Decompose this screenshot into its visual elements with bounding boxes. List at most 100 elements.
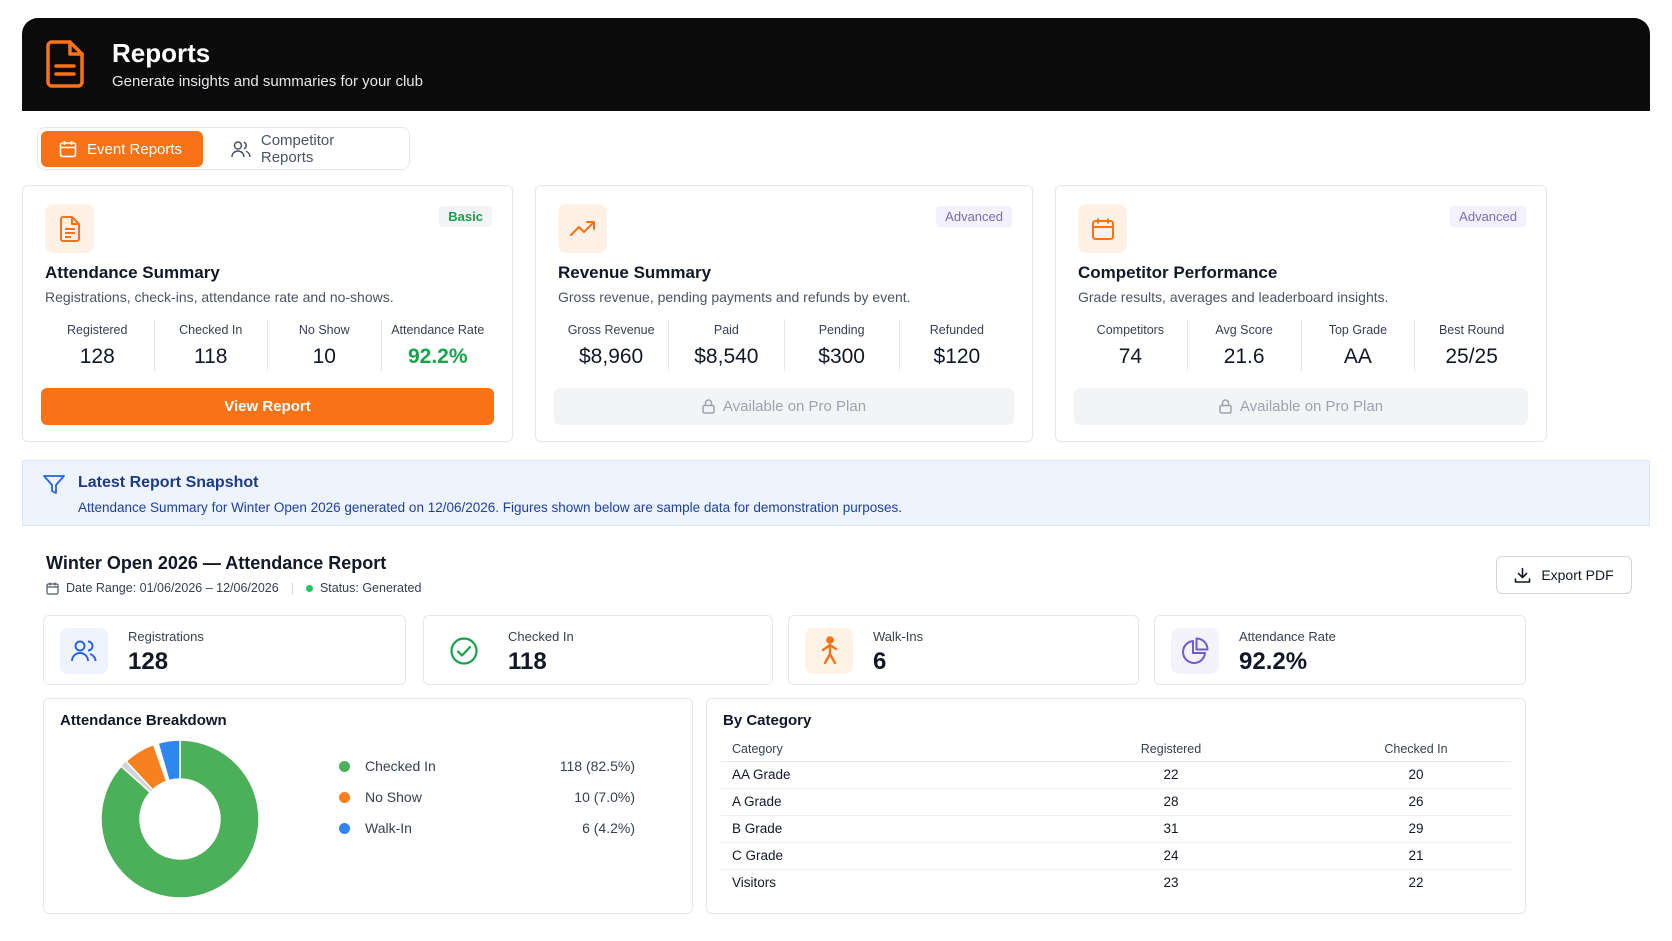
donut-slice-checked-in bbox=[100, 739, 260, 899]
users-icon bbox=[231, 141, 251, 158]
competitor-performance-card: Advanced Competitor Performance Grade re… bbox=[1055, 185, 1547, 442]
kpi-value: 6 bbox=[873, 648, 887, 675]
walking-person-icon bbox=[821, 636, 838, 665]
stat-value: AA bbox=[1343, 345, 1372, 368]
donut-slice-no-show bbox=[125, 743, 168, 791]
stat-label: Paid bbox=[713, 323, 739, 337]
stat-pending: Pending $300 bbox=[785, 319, 900, 371]
card-description: Registrations, check-ins, attendance rat… bbox=[45, 289, 394, 305]
stat-value: $8,960 bbox=[579, 345, 644, 368]
table-cell: AA Grade bbox=[721, 761, 1021, 789]
legend-dot bbox=[339, 822, 350, 834]
column-header: Registered bbox=[1021, 737, 1321, 762]
table-row: AA Grade 22 20 bbox=[721, 761, 1511, 789]
stat-label: No Show bbox=[298, 323, 350, 337]
attendance-breakdown-panel: Attendance Breakdown Checked In 118 (82.… bbox=[43, 698, 693, 914]
document-icon bbox=[46, 40, 84, 88]
revenue-summary-card: Advanced Revenue Summary Gross revenue, … bbox=[535, 185, 1033, 442]
kpi-label: Checked In bbox=[508, 629, 574, 644]
legend-dot bbox=[339, 760, 350, 772]
attendance-donut-chart bbox=[100, 739, 260, 899]
stat-registered: Registered 128 bbox=[41, 319, 155, 371]
page-subtitle: Generate insights and summaries for your… bbox=[112, 73, 423, 90]
donut-gap-slice bbox=[121, 761, 153, 793]
legend-no-show: No Show 10 (7.0%) bbox=[339, 789, 635, 805]
table-cell: Visitors bbox=[732, 875, 777, 891]
card-description: Grade results, averages and leaderboard … bbox=[1078, 289, 1389, 305]
calendar-icon bbox=[46, 582, 59, 595]
kpi-attendance-rate: Attendance Rate 92.2% bbox=[1154, 615, 1526, 685]
table-row: A Grade 28 26 bbox=[721, 788, 1511, 816]
legend-label: Checked In bbox=[365, 758, 436, 774]
tab-competitor-reports[interactable]: Competitor Reports bbox=[213, 131, 408, 167]
stat-label: Competitors bbox=[1096, 323, 1165, 337]
date-range: Date Range: 01/06/2026 – 12/06/2026 bbox=[66, 581, 279, 595]
card-title: Revenue Summary bbox=[558, 263, 712, 282]
kpi-label: Registrations bbox=[128, 629, 204, 644]
card-description: Gross revenue, pending payments and refu… bbox=[558, 289, 911, 305]
locked-label: Available on Pro Plan bbox=[1239, 398, 1384, 415]
legend-value: 118 (82.5%) bbox=[559, 758, 635, 774]
table-cell: 22 bbox=[1408, 875, 1424, 891]
card-title: Competitor Performance bbox=[1078, 263, 1278, 282]
table-row: Visitors 23 22 bbox=[721, 869, 1511, 896]
table-header-row: Category Registered Checked In bbox=[721, 737, 1511, 762]
plan-badge: Advanced bbox=[1450, 206, 1526, 227]
view-report-button[interactable]: View Report bbox=[41, 388, 494, 425]
lock-icon bbox=[1219, 399, 1232, 414]
table-cell: 28 bbox=[1021, 788, 1321, 816]
lock-icon bbox=[702, 399, 715, 414]
status-dot bbox=[305, 584, 313, 592]
kpi-label: Walk-Ins bbox=[873, 629, 924, 644]
stat-label: Attendance Rate bbox=[391, 323, 485, 337]
stat-label: Checked In bbox=[179, 323, 243, 337]
table-cell: 31 bbox=[1021, 815, 1321, 843]
card-icon-wrap bbox=[558, 204, 607, 253]
card-stats: Registered 128 Checked In 118 No Show 10 At… bbox=[41, 319, 494, 371]
legend-label: No Show bbox=[365, 789, 422, 805]
by-category-panel: By Category Category Registered Checked … bbox=[706, 698, 1526, 914]
table-cell: 26 bbox=[1321, 788, 1511, 816]
document-icon bbox=[59, 215, 80, 242]
legend-label: Walk-In bbox=[365, 820, 412, 836]
pro-plan-locked-button: Available on Pro Plan bbox=[1074, 388, 1528, 425]
users-icon bbox=[71, 640, 97, 662]
card-icon-wrap bbox=[1078, 204, 1127, 253]
legend-walk-in: Walk-In 6 (4.2%) bbox=[339, 820, 635, 836]
stat-value: $120 bbox=[933, 345, 981, 368]
card-title: Attendance Summary bbox=[45, 263, 220, 282]
stat-checked-in: Checked In 118 bbox=[155, 319, 268, 371]
plan-badge: Basic bbox=[439, 206, 492, 227]
stat-refunded: Refunded $120 bbox=[900, 319, 1014, 371]
legend-value: 6 (4.2%) bbox=[582, 820, 635, 836]
report-meta: Date Range: 01/06/2026 – 12/06/2026 | St… bbox=[46, 581, 421, 595]
export-pdf-button[interactable]: Export PDF bbox=[1496, 556, 1632, 594]
stat-label: Registered bbox=[67, 323, 128, 337]
table-cell: 24 bbox=[1021, 842, 1321, 870]
legend-dot bbox=[339, 791, 350, 803]
stat-avg-score: Avg Score 21.6 bbox=[1188, 319, 1302, 371]
donut-slice-walk-in bbox=[157, 739, 181, 782]
kpi-icon-wrap bbox=[60, 628, 108, 674]
stat-no-show: No Show 10 bbox=[268, 319, 382, 371]
stat-value: 74 bbox=[1118, 345, 1143, 368]
stat-value: $300 bbox=[818, 345, 865, 368]
download-icon bbox=[1515, 567, 1531, 583]
card-stats: Gross Revenue $8,960 Paid $8,540 Pending $3… bbox=[554, 319, 1014, 371]
kpi-value: 128 bbox=[128, 648, 169, 675]
filter-icon bbox=[43, 475, 65, 494]
table-row: C Grade 24 21 bbox=[721, 842, 1511, 870]
stat-value: 128 bbox=[79, 345, 115, 368]
table-cell: C Grade bbox=[721, 842, 1021, 870]
stat-label: Avg Score bbox=[1215, 323, 1273, 337]
pro-plan-locked-button: Available on Pro Plan bbox=[554, 388, 1014, 425]
tab-event-reports[interactable]: Event Reports bbox=[41, 131, 203, 167]
stat-value: $8,540 bbox=[694, 345, 759, 368]
stat-top-grade: Top Grade AA bbox=[1302, 319, 1416, 371]
legend-value: 10 (7.0%) bbox=[574, 789, 635, 805]
kpi-value: 118 bbox=[508, 648, 547, 675]
snapshot-text: Attendance Summary for Winter Open 2026 … bbox=[78, 500, 902, 515]
tab-label: Competitor Reports bbox=[260, 132, 335, 166]
stat-value: 25/25 bbox=[1445, 345, 1498, 368]
kpi-registrations: Registrations 128 bbox=[43, 615, 406, 685]
